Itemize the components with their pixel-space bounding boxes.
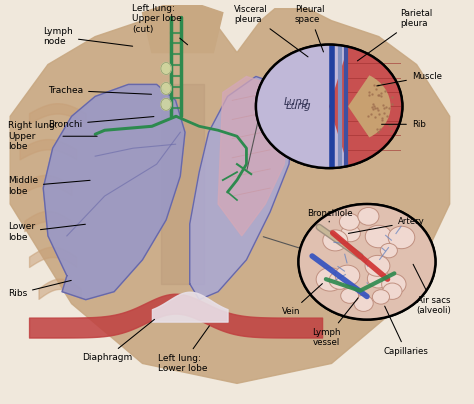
Polygon shape [10, 9, 450, 383]
Text: Bronchiole: Bronchiole [307, 209, 353, 222]
Polygon shape [143, 5, 223, 53]
Text: Muscle: Muscle [377, 72, 442, 86]
Ellipse shape [161, 82, 171, 95]
Text: Ribs: Ribs [8, 280, 71, 298]
Circle shape [373, 290, 390, 304]
Text: Middle
lobe: Middle lobe [8, 177, 90, 196]
Text: Vein: Vein [283, 284, 322, 316]
Circle shape [354, 295, 373, 311]
Text: Left lung:
Upper lobe
(cut): Left lung: Upper lobe (cut) [132, 4, 188, 45]
Circle shape [365, 255, 390, 276]
Text: Parietal
pleura: Parietal pleura [357, 9, 432, 61]
Circle shape [299, 204, 436, 320]
Ellipse shape [161, 99, 171, 110]
Circle shape [341, 288, 359, 303]
Circle shape [383, 283, 402, 299]
Circle shape [339, 213, 359, 230]
Text: Bronchi: Bronchi [48, 117, 154, 129]
Text: Air sacs
(alveoli): Air sacs (alveoli) [413, 264, 451, 316]
Wedge shape [329, 47, 402, 166]
Text: Lymph
node: Lymph node [43, 27, 133, 46]
Circle shape [367, 269, 390, 288]
Circle shape [299, 204, 436, 320]
Polygon shape [190, 76, 294, 300]
Text: Diaphragm: Diaphragm [82, 319, 155, 362]
Text: Lower
lobe: Lower lobe [8, 222, 85, 242]
Circle shape [316, 268, 344, 291]
Circle shape [323, 230, 348, 251]
Circle shape [341, 225, 360, 242]
Circle shape [358, 208, 379, 225]
Text: Lung: Lung [283, 97, 309, 107]
Wedge shape [348, 75, 391, 137]
Circle shape [382, 274, 406, 295]
Circle shape [388, 226, 415, 249]
Text: Trachea: Trachea [48, 86, 152, 95]
Circle shape [365, 225, 392, 248]
Polygon shape [161, 84, 204, 284]
Circle shape [329, 271, 351, 289]
Text: Capillaries: Capillaries [383, 306, 428, 356]
Text: Visceral
pleura: Visceral pleura [234, 5, 308, 57]
Text: Lung: Lung [286, 101, 311, 112]
Circle shape [256, 44, 402, 168]
Text: Right lung:
Upper
lobe: Right lung: Upper lobe [8, 121, 97, 151]
Polygon shape [218, 76, 289, 236]
Circle shape [380, 243, 397, 258]
Ellipse shape [161, 63, 171, 74]
Circle shape [335, 265, 360, 286]
Text: Lymph
vessel: Lymph vessel [312, 298, 358, 347]
Wedge shape [256, 44, 348, 168]
Text: Rib: Rib [382, 120, 426, 129]
Text: Artery: Artery [348, 217, 424, 234]
Text: Pleural
space: Pleural space [295, 5, 324, 52]
Text: Left lung:
Lower lobe: Left lung: Lower lobe [158, 326, 210, 373]
Polygon shape [43, 84, 185, 300]
